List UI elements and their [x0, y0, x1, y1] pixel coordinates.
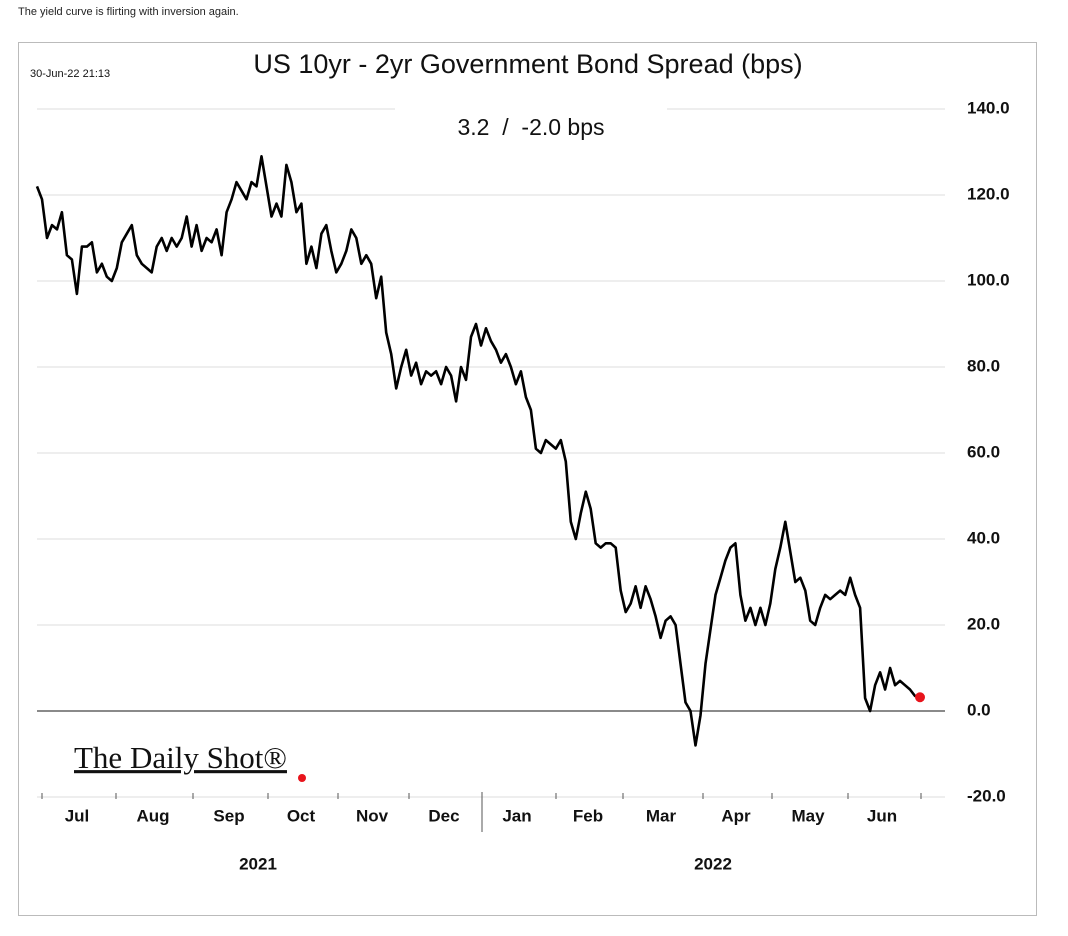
- x-tick-label: Aug: [136, 806, 169, 825]
- y-tick-label: 0.0: [967, 700, 991, 719]
- logo: The Daily Shot®: [74, 740, 287, 775]
- last-point: [915, 692, 925, 703]
- y-tick-label: 120.0: [967, 184, 1010, 203]
- x-tick-label: Dec: [428, 806, 459, 825]
- y-tick-label: 80.0: [967, 356, 1000, 375]
- y-tick-label: 40.0: [967, 528, 1000, 547]
- x-tick-label: Mar: [646, 806, 677, 825]
- timestamp: 30-Jun-22 21:13: [30, 68, 110, 80]
- logo-dot: [298, 774, 306, 782]
- year-label: 2022: [694, 854, 732, 873]
- x-tick-label: Jan: [502, 806, 531, 825]
- x-tick-label: Nov: [356, 806, 389, 825]
- subtitle: 3.2 / -2.0 bps: [457, 114, 604, 140]
- y-tick-label: 20.0: [967, 614, 1000, 633]
- x-tick-label: Oct: [287, 806, 316, 825]
- line: [35, 155, 921, 747]
- caption: The yield curve is flirting with inversi…: [18, 6, 239, 18]
- y-tick-label: 140.0: [967, 98, 1010, 117]
- frame: [18, 42, 1037, 916]
- x-tick-label: May: [791, 806, 825, 825]
- x-tick-label: Jul: [65, 806, 90, 825]
- x-tick-label: Apr: [721, 806, 751, 825]
- x-tick-label: Feb: [573, 806, 603, 825]
- y-tick-label: -20.0: [967, 786, 1006, 805]
- x-tick-label: Jun: [867, 806, 897, 825]
- y-tick-label: 60.0: [967, 442, 1000, 461]
- chart-title: US 10yr - 2yr Government Bond Spread (bp…: [253, 49, 802, 79]
- x-tick-label: Sep: [213, 806, 244, 825]
- year-label: 2021: [239, 854, 277, 873]
- y-tick-label: 100.0: [967, 270, 1010, 289]
- title-mask: [395, 95, 667, 155]
